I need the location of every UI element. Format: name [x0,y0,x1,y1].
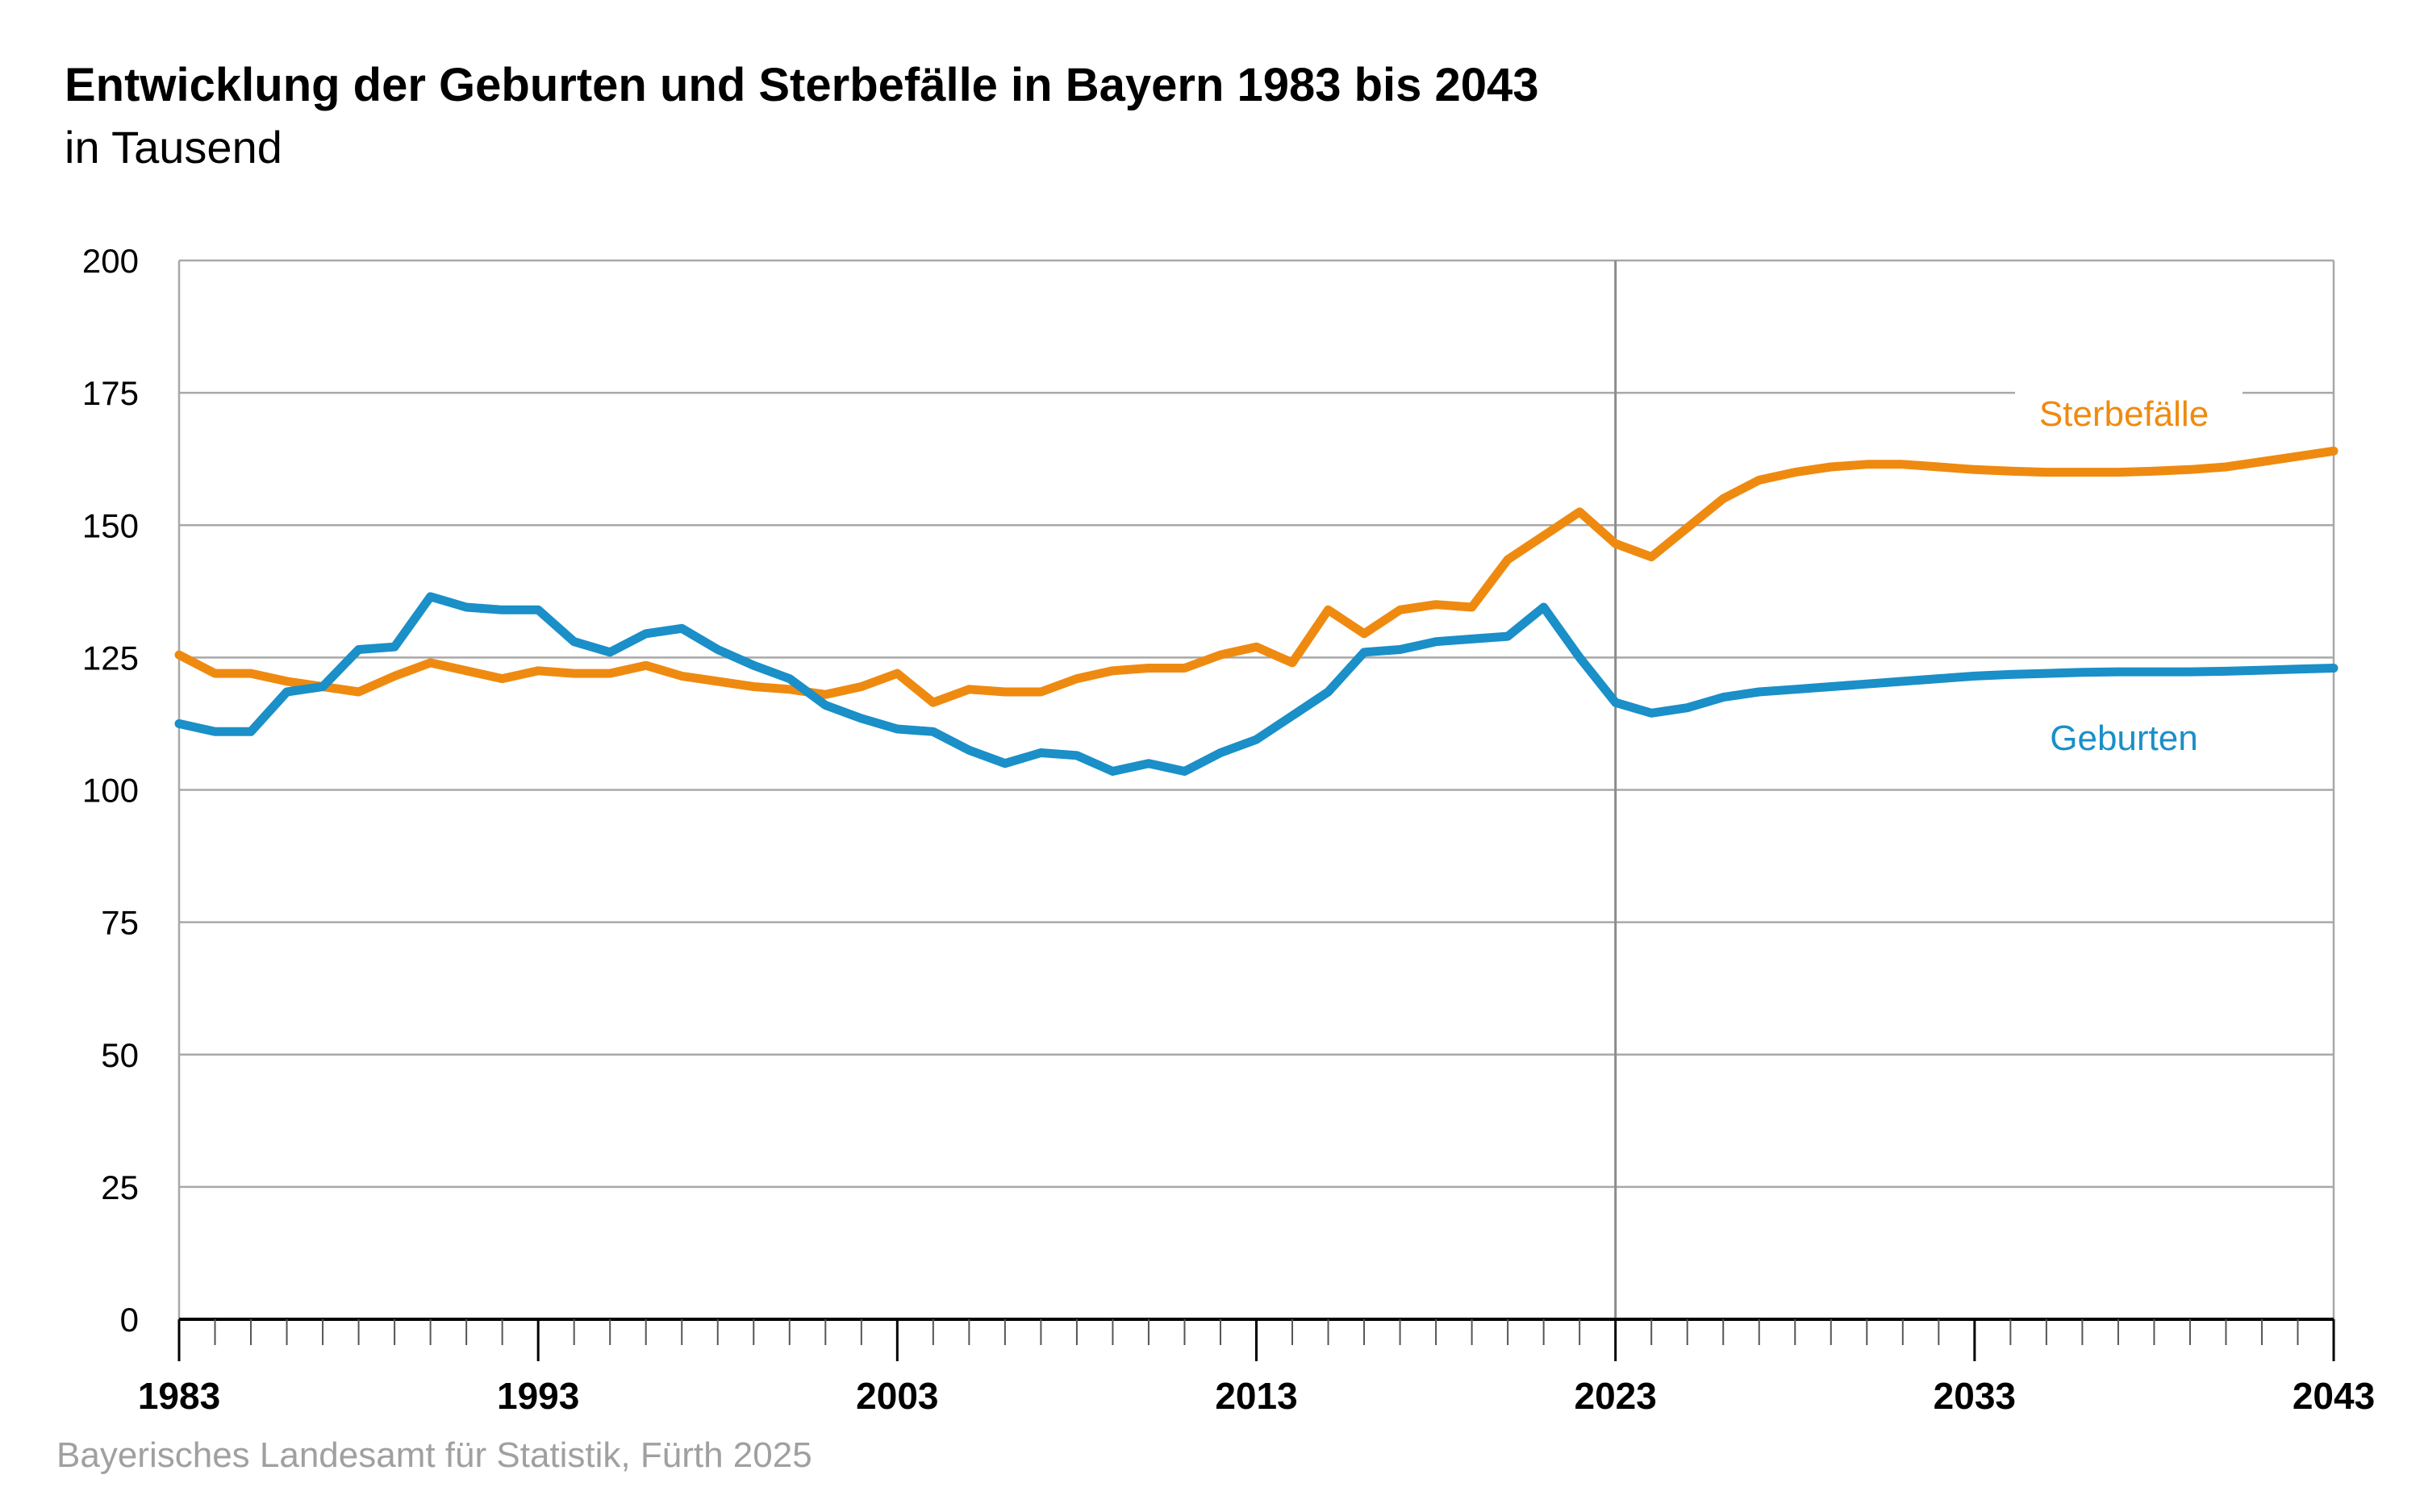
series-labels: Sterbefälle Geburten [2015,381,2243,758]
x-tick-label-1993: 1993 [497,1375,579,1417]
y-tick-label-25: 25 [101,1168,139,1206]
y-tick-label-0: 0 [120,1301,139,1339]
x-tick-label-2033: 2033 [1934,1375,2016,1417]
series-line-sterbefaelle [174,446,2339,707]
series-label-sterbefaelle: Sterbefälle [2039,394,2209,434]
line-chart: 0 25 50 75 100 125 150 175 200 1983 1993 2003 2013 2… [82,242,2375,1417]
x-tick-label-2023: 2023 [1574,1375,1656,1417]
x-tick-label-1983: 1983 [138,1375,220,1417]
x-tick-label-2003: 2003 [856,1375,938,1417]
series-line-geburten [174,592,2339,776]
source-note: Bayerisches Landesamt für Statistik, Für… [56,1435,812,1475]
y-tick-label-75: 75 [101,904,139,942]
y-tick-label-100: 100 [82,772,139,810]
y-axis-tick-labels: 0 25 50 75 100 125 150 175 200 [82,242,139,1339]
y-tick-label-125: 125 [82,639,139,677]
series-lines [174,446,2339,776]
y-tick-label-175: 175 [82,374,139,412]
chart-title: Entwicklung der Geburten und Sterbefälle… [65,59,1539,111]
chart-subtitle: in Tausend [65,122,282,173]
series-label-geburten: Geburten [2050,719,2197,758]
grid-lines [177,259,2335,1319]
x-axis-tick-labels: 1983 1993 2003 2013 2023 2033 2043 [138,1375,2375,1417]
y-tick-label-150: 150 [82,506,139,544]
x-tick-label-2013: 2013 [1215,1375,1297,1417]
x-tick-label-2043: 2043 [2293,1375,2375,1417]
y-tick-label-50: 50 [101,1036,139,1074]
x-axis [177,1318,2335,1361]
y-tick-label-200: 200 [82,242,139,280]
